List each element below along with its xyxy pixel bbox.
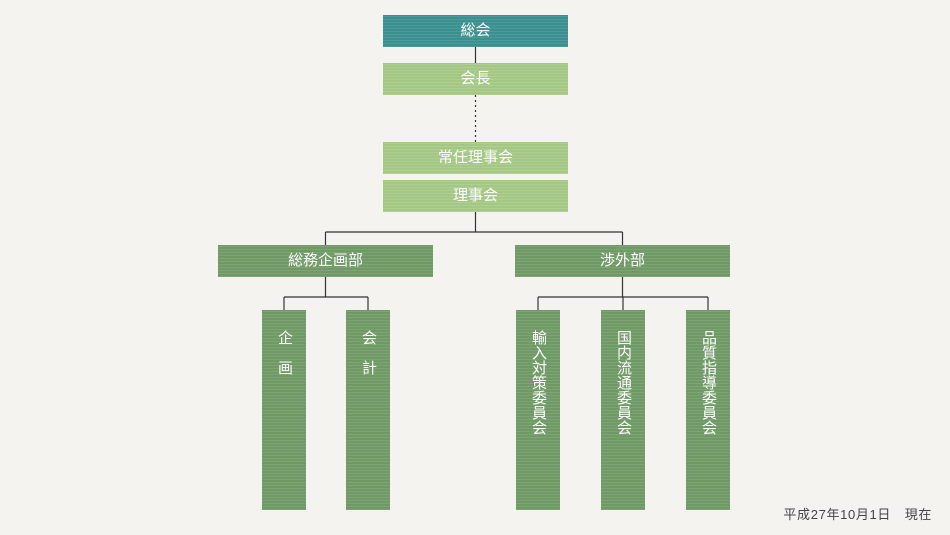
node-leafR2: 国内流通委員会 [601, 310, 645, 510]
footnote-date: 平成27年10月1日 現在 [783, 504, 932, 523]
node-leafR1: 輸入対策委員会 [516, 310, 560, 510]
node-leafL2: 会 計 [346, 310, 390, 510]
node-leafR3: 品質指導委員会 [686, 310, 730, 510]
node-lv4: 理事会 [383, 180, 568, 212]
org-chart-canvas: 総会会長常任理事会理事会総務企画部 渉外部企 画会 計 輸入対策委員会国内流通委員会… [0, 0, 950, 535]
node-leafL1: 企 画 [262, 310, 306, 510]
node-lv2: 会長 [383, 63, 568, 95]
node-lv3: 常任理事会 [383, 142, 568, 174]
node-lv1: 総会 [383, 15, 568, 47]
node-deptL: 総務企画部 [218, 245, 433, 277]
node-deptR: 渉外部 [515, 245, 730, 277]
